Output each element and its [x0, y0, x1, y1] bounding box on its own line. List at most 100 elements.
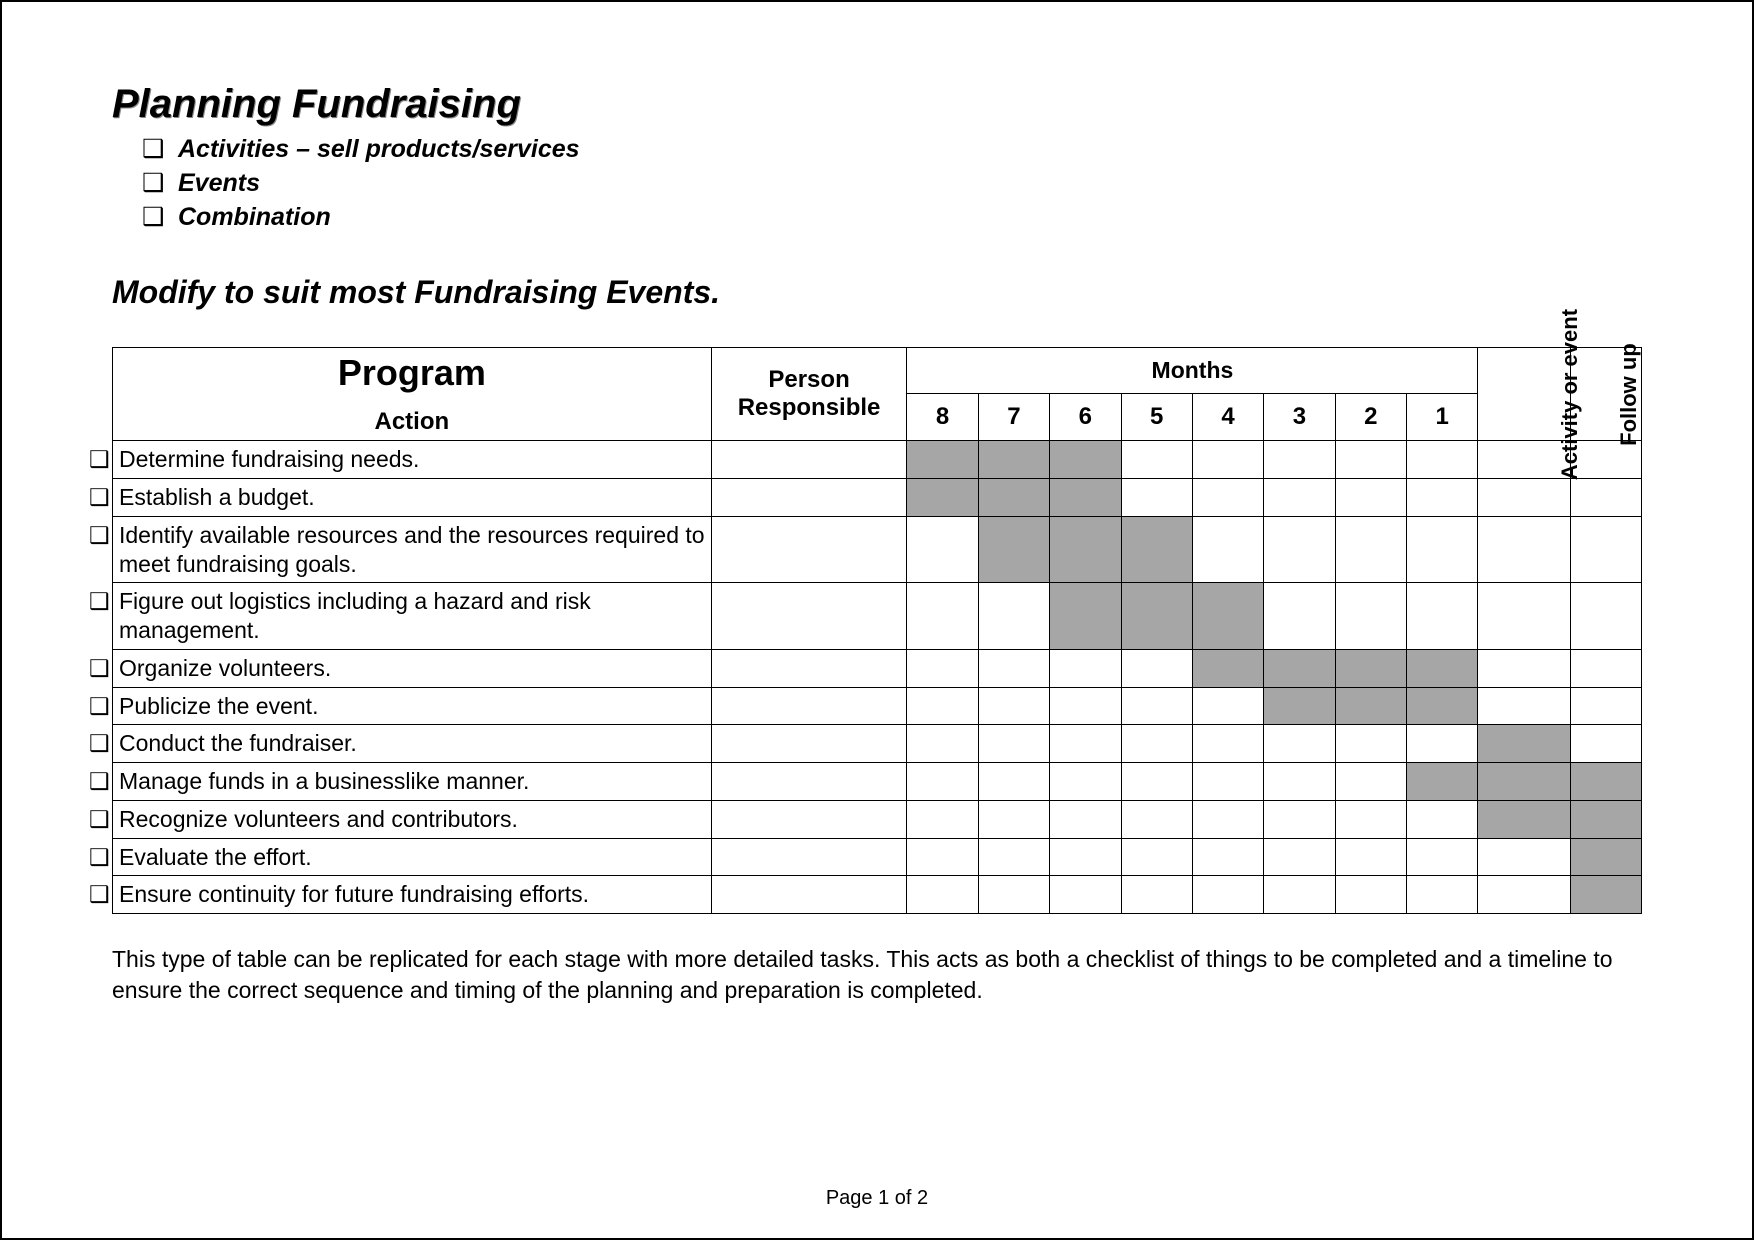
month-cell	[1192, 687, 1263, 725]
person-cell	[711, 441, 907, 479]
month-cell	[1407, 876, 1478, 914]
person-cell	[711, 583, 907, 650]
table-row: Evaluate the effort.	[113, 838, 1642, 876]
month-cell	[1335, 876, 1406, 914]
action-cell: Recognize volunteers and contributors.	[113, 800, 712, 838]
person-cell	[711, 800, 907, 838]
month-cell	[907, 687, 978, 725]
month-cell	[907, 583, 978, 650]
fundraising-type-list: Activities – sell products/services Even…	[142, 133, 1642, 234]
activity-cell	[1478, 725, 1570, 763]
activity-cell	[1478, 479, 1570, 517]
month-cell	[1050, 583, 1121, 650]
header-program-line1: Program	[119, 352, 705, 394]
page: Planning Fundraising Activities – sell p…	[0, 0, 1754, 1240]
action-cell: Evaluate the effort.	[113, 838, 712, 876]
month-cell	[1407, 838, 1478, 876]
month-cell	[1264, 441, 1335, 479]
month-cell	[978, 838, 1049, 876]
month-cell	[1192, 583, 1263, 650]
month-cell	[1335, 687, 1406, 725]
action-cell: Publicize the event.	[113, 687, 712, 725]
planning-table: Program Action Person Responsible Months…	[112, 347, 1642, 914]
followup-cell	[1570, 583, 1641, 650]
page-number: Page 1 of 2	[2, 1187, 1752, 1210]
activity-cell	[1478, 516, 1570, 583]
month-cell	[1121, 838, 1192, 876]
month-cell	[1121, 479, 1192, 517]
action-cell: Organize volunteers.	[113, 649, 712, 687]
activity-cell	[1478, 649, 1570, 687]
month-cell	[1121, 763, 1192, 801]
table-row: Ensure continuity for future fundraising…	[113, 876, 1642, 914]
followup-cell	[1570, 479, 1641, 517]
month-cell	[907, 516, 978, 583]
action-cell: Figure out logistics including a hazard …	[113, 583, 712, 650]
table-row: Conduct the fundraiser.	[113, 725, 1642, 763]
month-cell	[1335, 441, 1406, 479]
month-cell	[1121, 800, 1192, 838]
month-cell	[1121, 441, 1192, 479]
month-cell	[1121, 725, 1192, 763]
month-cell	[1264, 516, 1335, 583]
table-row: Establish a budget.	[113, 479, 1642, 517]
activity-cell	[1478, 876, 1570, 914]
month-cell	[907, 725, 978, 763]
header-person: Person Responsible	[711, 348, 907, 441]
month-cell	[1121, 876, 1192, 914]
table-row: Figure out logistics including a hazard …	[113, 583, 1642, 650]
month-cell	[1050, 687, 1121, 725]
month-cell	[1407, 516, 1478, 583]
month-cell	[1192, 725, 1263, 763]
type-list-item: Combination	[142, 201, 1642, 235]
month-cell	[1192, 516, 1263, 583]
month-cell	[1264, 763, 1335, 801]
header-month-6: 6	[1050, 394, 1121, 441]
month-cell	[1050, 838, 1121, 876]
page-title: Planning Fundraising	[112, 82, 1642, 127]
month-cell	[1407, 441, 1478, 479]
header-month-4: 4	[1192, 394, 1263, 441]
month-cell	[1050, 516, 1121, 583]
header-month-5: 5	[1121, 394, 1192, 441]
activity-cell	[1478, 800, 1570, 838]
month-cell	[1192, 800, 1263, 838]
month-cell	[907, 800, 978, 838]
month-cell	[907, 441, 978, 479]
month-cell	[1121, 516, 1192, 583]
month-cell	[1335, 725, 1406, 763]
month-cell	[978, 516, 1049, 583]
month-cell	[1335, 583, 1406, 650]
person-cell	[711, 649, 907, 687]
action-cell: Identify available resources and the res…	[113, 516, 712, 583]
month-cell	[1264, 876, 1335, 914]
month-cell	[1264, 800, 1335, 838]
table-row: Recognize volunteers and contributors.	[113, 800, 1642, 838]
action-cell: Conduct the fundraiser.	[113, 725, 712, 763]
month-cell	[978, 583, 1049, 650]
header-month-3: 3	[1264, 394, 1335, 441]
header-months: Months	[907, 348, 1478, 394]
action-cell: Manage funds in a businesslike manner.	[113, 763, 712, 801]
followup-cell	[1570, 876, 1641, 914]
month-cell	[1264, 725, 1335, 763]
month-cell	[1335, 800, 1406, 838]
activity-cell	[1478, 687, 1570, 725]
month-cell	[1050, 800, 1121, 838]
month-cell	[978, 763, 1049, 801]
month-cell	[1121, 649, 1192, 687]
month-cell	[1050, 479, 1121, 517]
month-cell	[978, 441, 1049, 479]
month-cell	[1050, 441, 1121, 479]
header-program: Program Action	[113, 348, 712, 441]
month-cell	[907, 479, 978, 517]
header-month-2: 2	[1335, 394, 1406, 441]
month-cell	[1050, 649, 1121, 687]
header-month-1: 1	[1407, 394, 1478, 441]
month-cell	[1192, 479, 1263, 517]
month-cell	[1050, 876, 1121, 914]
type-list-item: Events	[142, 167, 1642, 201]
month-cell	[1050, 725, 1121, 763]
month-cell	[1264, 479, 1335, 517]
month-cell	[907, 876, 978, 914]
